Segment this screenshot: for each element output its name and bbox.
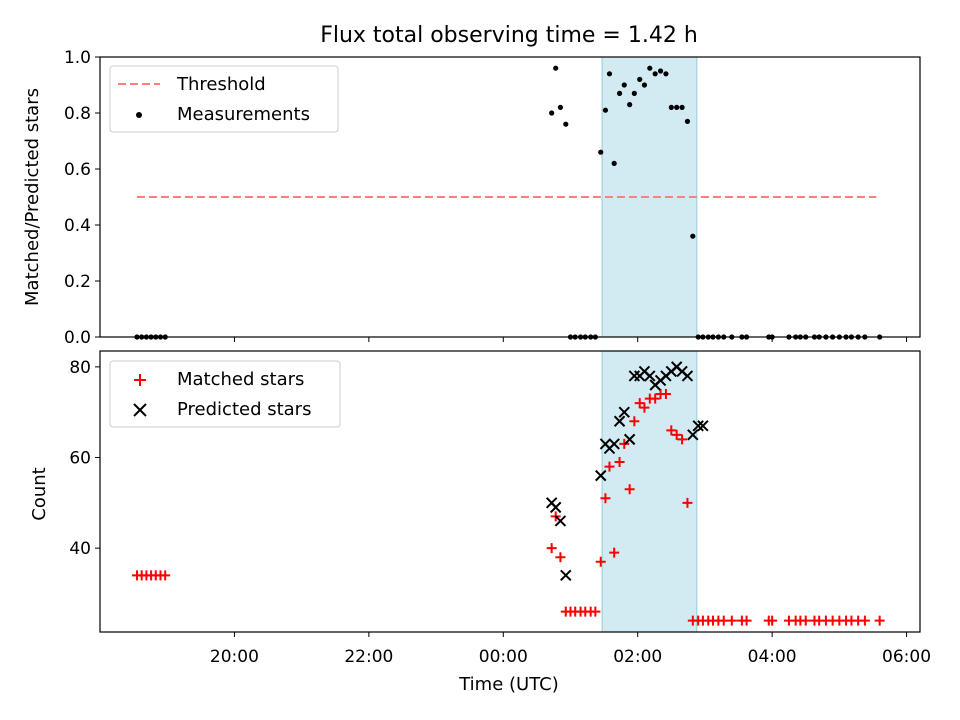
top-y-axis-label: Matched/Predicted stars <box>22 88 43 306</box>
bottom-legend-box <box>109 360 341 428</box>
predicted-star-marker <box>687 429 699 441</box>
bottom-axes-frame <box>99 350 921 633</box>
matched-star-marker <box>614 457 625 468</box>
predicted-star-marker <box>554 515 567 527</box>
top-panel: 0.0 0.2 0.4 0.6 0.8 1.0 Matched/Predicted sta… <box>22 48 921 348</box>
matched-star-marker <box>624 484 635 495</box>
x-axis-label: Time (UTC) <box>458 674 559 695</box>
observing-window-shade <box>601 350 698 633</box>
measurement-point <box>637 76 643 82</box>
top-y-tick-label: 0.0 <box>64 328 91 348</box>
x-tick-label: 00:00 <box>479 647 528 667</box>
legend-predicted-swatch <box>133 403 147 417</box>
matched-star-marker <box>859 615 870 626</box>
matched-star-marker <box>590 606 601 617</box>
predicted-star-marker <box>692 420 704 432</box>
matched-star-marker <box>677 434 688 445</box>
matched-star-marker <box>682 497 693 508</box>
top-y-tick-label: 0.4 <box>64 216 91 236</box>
measurement-point <box>606 71 613 77</box>
bottom-legend: Matched stars Predicted stars <box>109 360 341 428</box>
matched-star-marker <box>660 389 671 400</box>
bottom-y-tick-label: 40 <box>69 539 91 559</box>
matched-star-marker <box>874 615 885 626</box>
measurement-point <box>663 71 669 77</box>
predicted-star-marker <box>613 415 626 427</box>
top-y-tick-label: 1.0 <box>64 48 91 68</box>
bottom-y-axis-label: Count <box>29 467 50 520</box>
legend-matched-swatch <box>134 374 146 386</box>
matched-star-marker <box>555 552 566 563</box>
matched-star-marker <box>671 429 682 440</box>
bottom-panel: 40 60 80 20:00 22:00 00:00 02:00 04:00 06:00 Co… <box>29 350 931 695</box>
measurement-point <box>684 118 691 124</box>
legend-threshold-label: Threshold <box>176 74 266 95</box>
x-tick-label: 20:00 <box>210 647 259 667</box>
predicted-star-marker <box>549 501 562 514</box>
matched-star-marker <box>629 416 640 427</box>
measurement-point <box>598 149 604 155</box>
predicted-star-marker <box>681 370 694 382</box>
top-y-tick-label: 0.2 <box>64 272 91 292</box>
measurement-point <box>668 104 674 110</box>
matched-star-marker <box>160 570 171 581</box>
measurement-point <box>690 233 696 239</box>
predicted-star-marker <box>560 569 572 582</box>
x-tick-label: 04:00 <box>748 647 797 667</box>
measurement-point <box>627 102 633 108</box>
top-legend-box <box>109 65 339 133</box>
x-tick-label: 02:00 <box>613 647 662 667</box>
predicted-star-marker <box>618 406 630 418</box>
predicted-star-marker <box>595 469 607 482</box>
matched-star-marker <box>666 425 677 436</box>
predicted-star-marker <box>608 438 620 450</box>
matched-star-marker <box>609 547 620 558</box>
measurement-point <box>679 104 685 110</box>
matched-star-marker <box>595 556 606 567</box>
measurement-point <box>616 90 623 96</box>
measurement-point <box>602 107 609 113</box>
measurement-point <box>563 121 569 127</box>
predicted-star-marker <box>644 370 656 382</box>
matched-star-marker <box>604 461 615 472</box>
top-legend: Threshold Measurements <box>109 65 339 133</box>
matched-star-marker <box>741 615 752 626</box>
matched-star-marker <box>726 615 737 626</box>
legend-measurements-swatch <box>136 112 142 118</box>
legend-measurements-label: Measurements <box>177 104 310 125</box>
top-y-tick-label: 0.6 <box>64 160 91 180</box>
measurement-point <box>652 71 658 77</box>
matched-star-marker <box>800 615 811 626</box>
bottom-y-tick-label: 80 <box>69 358 91 378</box>
bottom-y-tick-label: 60 <box>69 449 91 469</box>
measurement-point <box>674 104 680 110</box>
measurement-point <box>557 104 564 110</box>
chart-title: Flux total observing time = 1.42 h <box>320 23 698 48</box>
measurement-point <box>611 160 617 166</box>
measurement-point <box>549 110 555 116</box>
matched-star-marker <box>600 493 611 504</box>
measurement-point <box>631 90 637 96</box>
top-y-tick-label: 0.8 <box>64 104 91 124</box>
matched-star-marker <box>639 402 650 413</box>
x-tick-label: 22:00 <box>344 647 393 667</box>
measurement-point <box>641 82 648 88</box>
predicted-star-marker <box>697 420 709 432</box>
measurement-point <box>621 82 627 88</box>
matched-star-marker <box>767 615 778 626</box>
top-axes-frame <box>99 56 921 338</box>
matched-star-marker <box>650 393 661 404</box>
measurement-point <box>647 65 653 71</box>
measurement-point <box>553 65 559 71</box>
x-tick-label: 06:00 <box>882 647 931 667</box>
predicted-star-marker <box>623 433 636 446</box>
matched-star-marker <box>546 543 557 554</box>
measurement-point <box>657 68 664 74</box>
legend-predicted-label: Predicted stars <box>177 399 311 420</box>
matched-star-marker <box>634 398 645 409</box>
legend-matched-label: Matched stars <box>177 369 304 390</box>
